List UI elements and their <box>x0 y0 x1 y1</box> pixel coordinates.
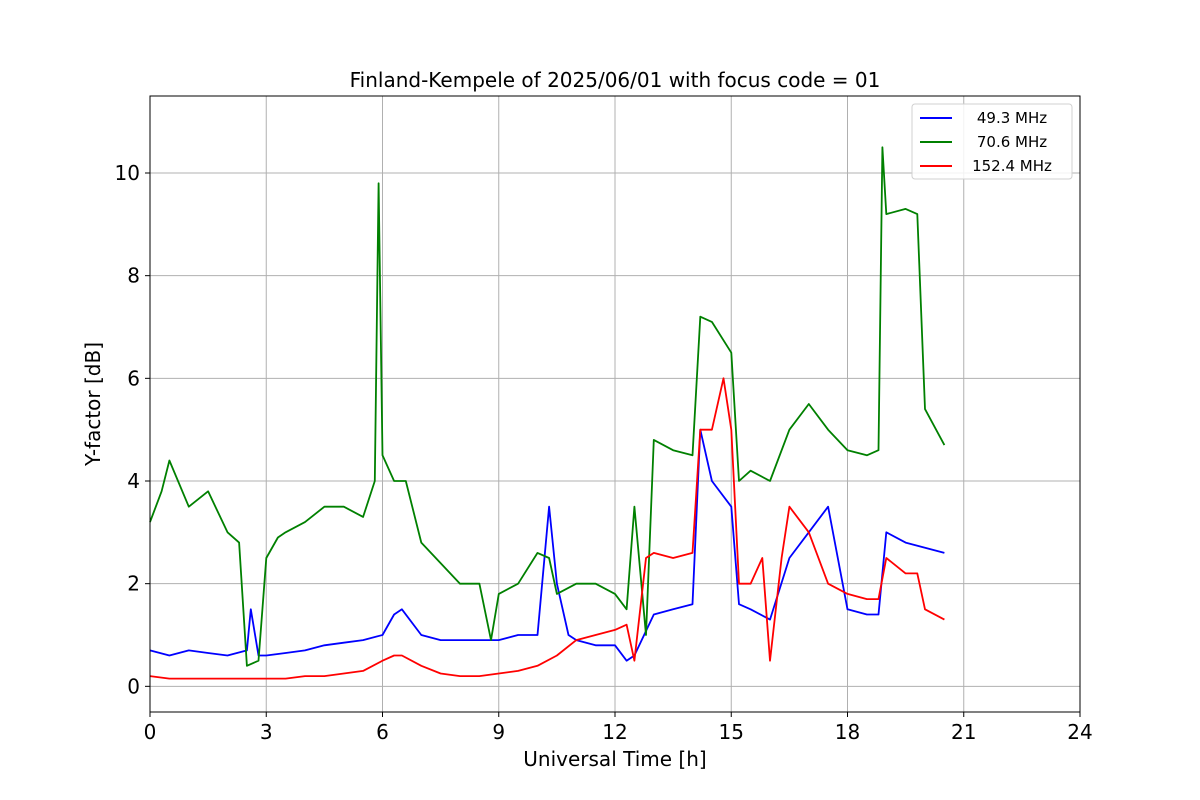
x-axis-label: Universal Time [h] <box>523 747 706 771</box>
series-layer <box>149 146 946 680</box>
y-tick-label: 6 <box>127 366 140 390</box>
legend-entry: 70.6 MHz <box>977 133 1047 151</box>
y-tick-label: 2 <box>127 572 140 596</box>
x-tick-label: 3 <box>260 720 273 744</box>
x-tick-label: 21 <box>951 720 976 744</box>
series-line-1 <box>149 146 946 667</box>
series-line-2 <box>149 377 945 680</box>
chart-title: Finland-Kempele of 2025/06/01 with focus… <box>350 68 881 92</box>
x-tick-label: 6 <box>376 720 389 744</box>
legend: 49.3 MHz 70.6 MHz 152.4 MHz <box>911 103 1073 180</box>
x-tick-label: 18 <box>835 720 860 744</box>
x-tick-label: 0 <box>144 720 157 744</box>
legend-box <box>911 103 1073 180</box>
x-tick-label: 15 <box>719 720 744 744</box>
x-tick-label: 24 <box>1067 720 1092 744</box>
series-line-0 <box>149 428 945 662</box>
x-tick-label: 9 <box>492 720 505 744</box>
legend-entry: 49.3 MHz <box>977 109 1047 127</box>
y-tick-label: 0 <box>127 674 140 698</box>
y-axis-label: Y-factor [dB] <box>81 342 105 467</box>
x-tick-label: 12 <box>602 720 627 744</box>
y-tick-label: 8 <box>127 264 140 288</box>
legend-entry: 152.4 MHz <box>972 157 1052 175</box>
y-tick-label: 10 <box>115 161 140 185</box>
y-tick-label: 4 <box>127 469 140 493</box>
